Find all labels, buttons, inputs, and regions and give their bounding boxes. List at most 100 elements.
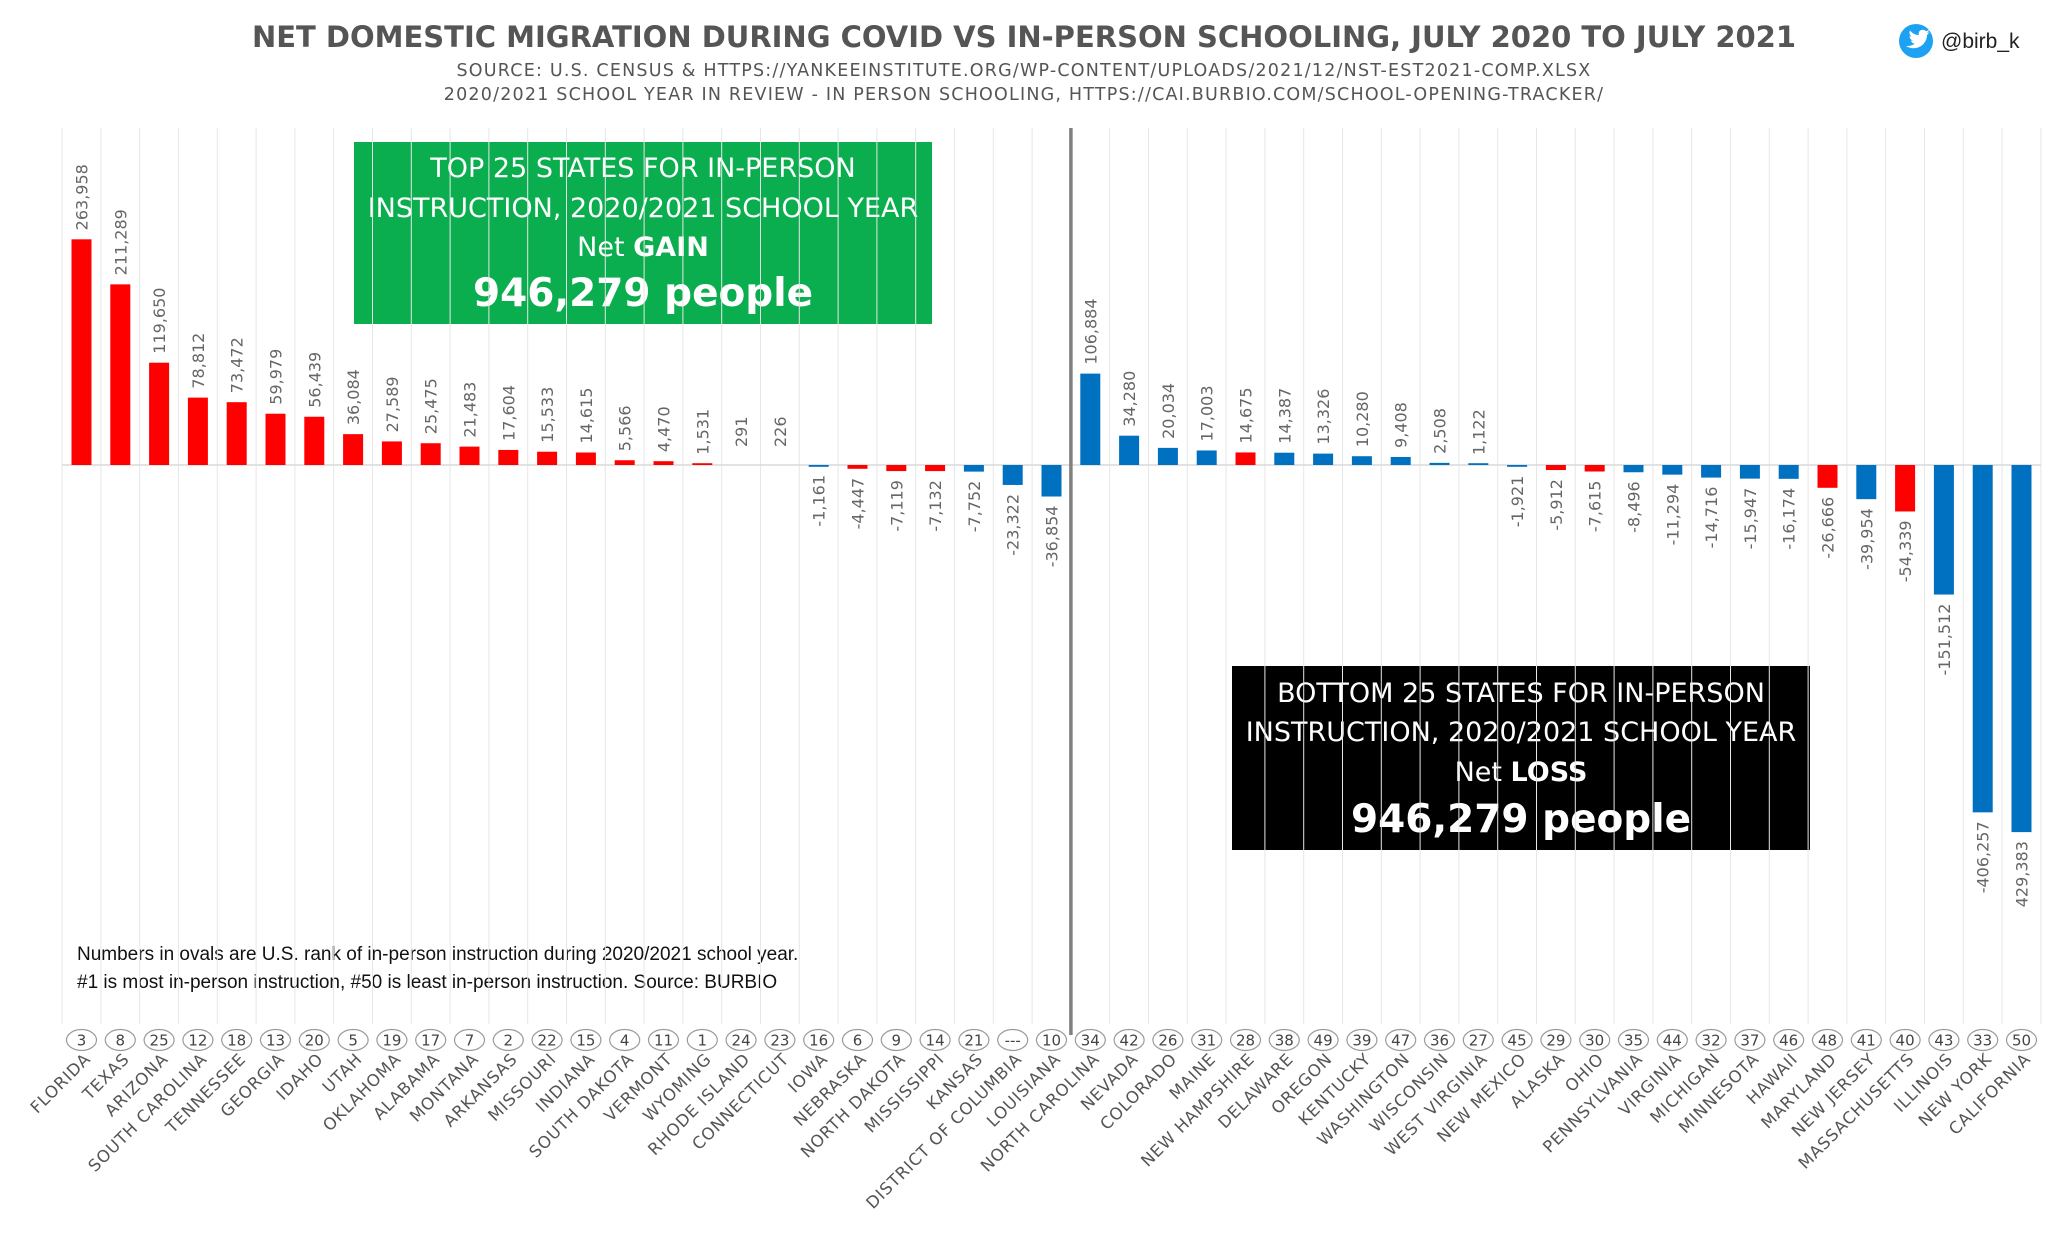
value-label: 17,604 [499, 385, 518, 441]
rank-oval [1850, 1028, 1882, 1052]
rank-label: 6 [853, 1032, 863, 1050]
value-label: -7,119 [887, 480, 906, 532]
rank-oval [1773, 1028, 1805, 1052]
value-label: -7,752 [965, 481, 984, 533]
rank-label: 39 [1352, 1032, 1371, 1050]
bar-new-hampshire [1235, 452, 1256, 465]
rank-label: 23 [770, 1032, 789, 1050]
bar-wisconsin [1429, 462, 1450, 465]
value-label: -23,322 [1004, 494, 1023, 556]
bottom-box-total: 946,279 people [1351, 797, 1691, 842]
rank-oval [492, 1028, 524, 1052]
bar-new-york [1972, 465, 1993, 813]
bar-oregon [1313, 453, 1334, 465]
rank-oval [725, 1028, 757, 1052]
value-labels: 263,958 211,289 119,650 78,812 73,472 59,979 5… [73, 164, 2032, 907]
value-label: 1,531 [693, 409, 712, 455]
value-label: -4,447 [849, 478, 868, 530]
bar-arkansas [498, 449, 519, 465]
value-label: -15,947 [1741, 488, 1760, 550]
bar-nebraska [847, 465, 868, 469]
bar-colorado [1157, 447, 1178, 465]
rank-label: 15 [576, 1032, 595, 1050]
top-box-net-line: Net GAIN [577, 232, 709, 263]
value-label: -7,615 [1586, 481, 1605, 533]
rank-oval [1307, 1028, 1339, 1052]
value-label: 429,383 [2013, 841, 2032, 907]
bar-nevada [1119, 435, 1140, 465]
rank-label: 20 [305, 1032, 324, 1050]
value-label: 73,472 [228, 337, 247, 393]
value-label: 10,280 [1353, 391, 1372, 447]
column-gridlines [61, 128, 2042, 1024]
rank-oval [1967, 1028, 1999, 1052]
rank-oval [2005, 1028, 2038, 1052]
rank-label: 28 [1236, 1032, 1255, 1050]
value-label: -406,257 [1974, 821, 1993, 893]
rank-oval [570, 1028, 602, 1052]
rank-label: 21 [964, 1032, 983, 1050]
value-label: 14,387 [1275, 388, 1294, 444]
rank-oval [182, 1028, 214, 1052]
value-label: 211,289 [111, 209, 130, 275]
rank-label: 45 [1508, 1032, 1527, 1050]
bar-delaware [1274, 452, 1295, 465]
rank-label: 16 [809, 1032, 828, 1050]
bar-maine [1196, 450, 1217, 465]
rank-oval [919, 1028, 951, 1052]
value-label: -1,921 [1508, 476, 1527, 528]
rank-label: 35 [1624, 1032, 1643, 1050]
rank-oval [376, 1028, 408, 1052]
bar-texas [110, 284, 131, 465]
rank-label: 18 [227, 1032, 246, 1050]
bottom-box-line-1: BOTTOM 25 STATES FOR IN-PERSON [1277, 678, 1765, 709]
value-label: 5,566 [616, 405, 635, 451]
value-label: 291 [732, 416, 751, 447]
value-label: 17,003 [1198, 385, 1217, 441]
rank-oval [686, 1028, 718, 1052]
value-label: 78,812 [189, 333, 208, 389]
top-box-net-word: GAIN [633, 232, 709, 263]
rank-label: 26 [1158, 1032, 1177, 1050]
bar-kansas [963, 465, 984, 472]
bar-california [2011, 465, 2032, 833]
bottom-25-summary-box: BOTTOM 25 STATES FOR IN-PERSON INSTRUCTI… [1232, 666, 1810, 850]
rank-oval [1268, 1028, 1300, 1052]
bar-missouri [537, 451, 558, 465]
rank-label: 1 [698, 1032, 708, 1050]
value-label: 21,483 [461, 382, 480, 438]
bar-georgia [265, 413, 286, 465]
rank-oval [1617, 1028, 1650, 1052]
rank-label: 50 [2012, 1032, 2031, 1050]
rank-oval [1423, 1028, 1456, 1052]
bar-virginia [1662, 465, 1683, 475]
bar-minnesota [1739, 465, 1760, 479]
rank-oval [1695, 1028, 1727, 1052]
value-label: -8,496 [1625, 481, 1644, 533]
rank-note-line-1: Numbers in ovals are U.S. rank of in-per… [77, 944, 798, 965]
bar-hawaii [1778, 465, 1799, 479]
bar-south-dakota [614, 460, 635, 465]
rank-label: 43 [1934, 1032, 1953, 1050]
rank-oval [1462, 1028, 1494, 1052]
value-label: -5,912 [1547, 479, 1566, 531]
value-label: 2,508 [1431, 408, 1450, 454]
value-label: 106,884 [1081, 298, 1100, 364]
twitter-handle[interactable]: @birb_k [1941, 30, 2020, 53]
value-label: 226 [771, 416, 790, 447]
rank-label: 2 [504, 1032, 514, 1050]
rank-label: 12 [188, 1032, 207, 1050]
rank-oval [997, 1028, 1029, 1052]
value-label: -1,161 [810, 475, 829, 527]
value-label: 27,589 [383, 376, 402, 432]
rank-note-line-2: #1 is most in-person instruction, #50 is… [77, 972, 777, 993]
bar-wyoming [692, 463, 713, 465]
rank-label: 14 [926, 1032, 945, 1050]
bar-district-of-columbia [1002, 465, 1023, 485]
bar-mississippi [925, 465, 946, 472]
bar-iowa [808, 465, 829, 467]
rank-label: 5 [348, 1032, 358, 1050]
rank-label: 10 [1042, 1032, 1061, 1050]
bar-kentucky [1351, 456, 1372, 465]
